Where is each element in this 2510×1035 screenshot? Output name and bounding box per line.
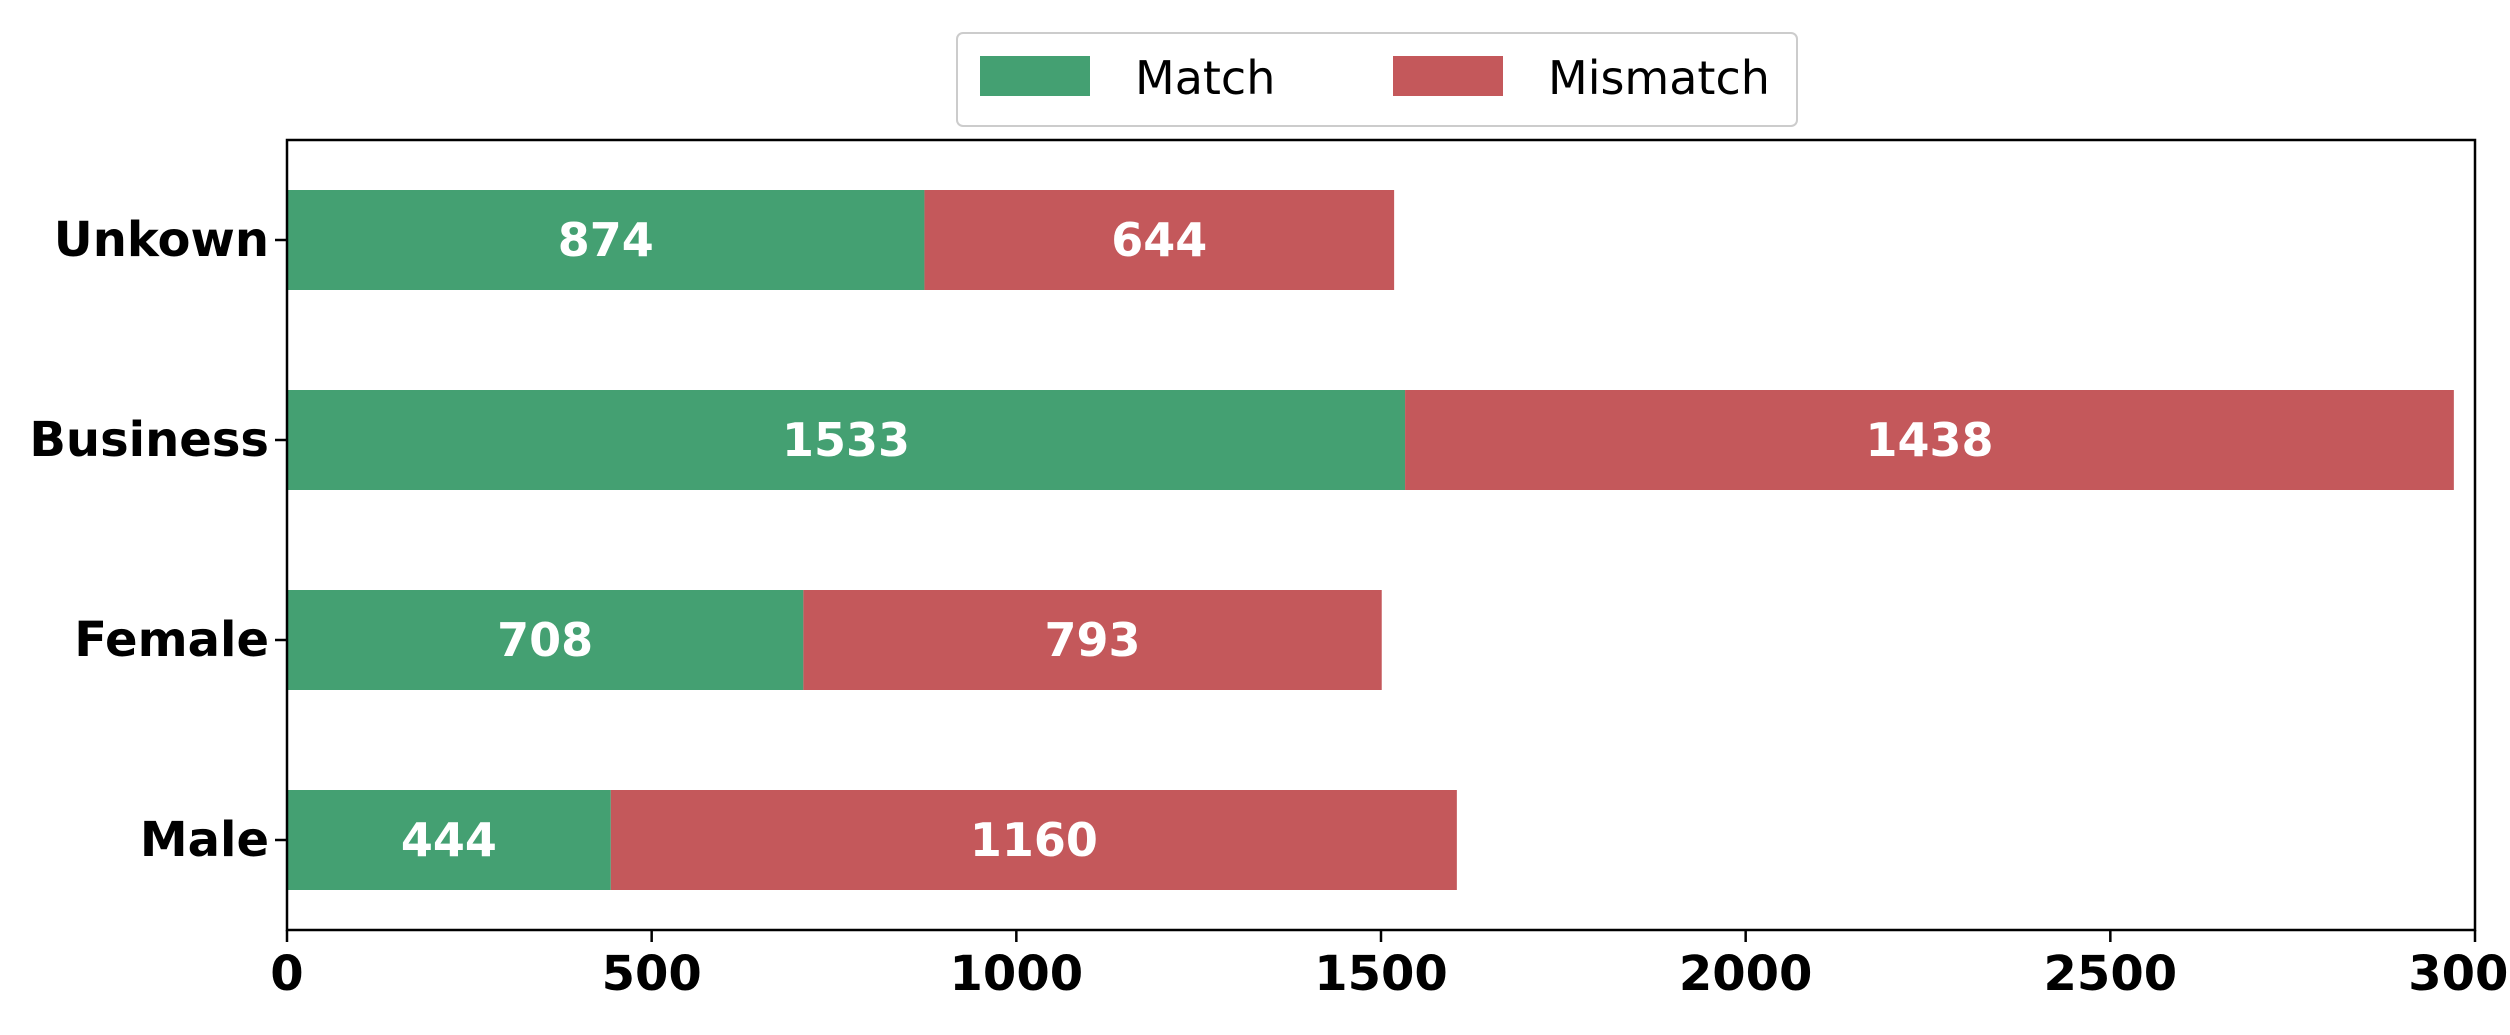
bar-mismatch-male bbox=[610, 790, 1457, 890]
y-tick-label: Business bbox=[29, 412, 269, 468]
x-tick-label: 3000 bbox=[2408, 946, 2510, 1002]
bar-match-female bbox=[287, 590, 804, 690]
y-tick-label: Female bbox=[74, 612, 269, 668]
x-axis: 0 500 1000 1500 2000 2500 3000 bbox=[270, 930, 2510, 1002]
legend-swatch-match bbox=[980, 56, 1090, 96]
legend: Match Mismatch bbox=[956, 32, 1798, 127]
bars-layer: 874 644 1533 1438 708 793 444 1160 bbox=[287, 190, 2454, 890]
legend-label-match: Match bbox=[1135, 51, 1275, 105]
x-tick-label: 0 bbox=[270, 946, 303, 1002]
y-tick-label: Unkown bbox=[54, 212, 269, 268]
bar-match-business bbox=[287, 390, 1406, 490]
bar-match-unkown bbox=[287, 190, 925, 290]
y-axis: Unkown Business Female Male bbox=[29, 212, 287, 868]
x-tick-label: 2000 bbox=[1679, 946, 1813, 1002]
legend-label-mismatch: Mismatch bbox=[1548, 51, 1770, 105]
bar-value-label: 644 bbox=[1111, 213, 1207, 267]
legend-swatch-mismatch bbox=[1393, 56, 1503, 96]
bar-mismatch-female bbox=[803, 590, 1382, 690]
y-tick-label: Male bbox=[140, 812, 269, 868]
bar-value-label: 1160 bbox=[970, 813, 1098, 867]
x-tick-label: 500 bbox=[602, 946, 702, 1002]
legend-frame bbox=[956, 32, 1798, 127]
bar-value-label: 793 bbox=[1045, 613, 1141, 667]
x-tick-label: 1500 bbox=[1314, 946, 1448, 1002]
x-tick-label: 2500 bbox=[2044, 946, 2178, 1002]
bar-value-label: 1533 bbox=[782, 413, 910, 467]
bar-mismatch-unkown bbox=[924, 190, 1395, 290]
bar-match-male bbox=[287, 790, 611, 890]
bar-value-label: 444 bbox=[401, 813, 497, 867]
bar-value-label: 708 bbox=[497, 613, 593, 667]
bar-value-label: 874 bbox=[558, 213, 654, 267]
x-tick-label: 1000 bbox=[950, 946, 1084, 1002]
bar-value-label: 1438 bbox=[1865, 413, 1993, 467]
bar-mismatch-business bbox=[1405, 390, 2454, 490]
